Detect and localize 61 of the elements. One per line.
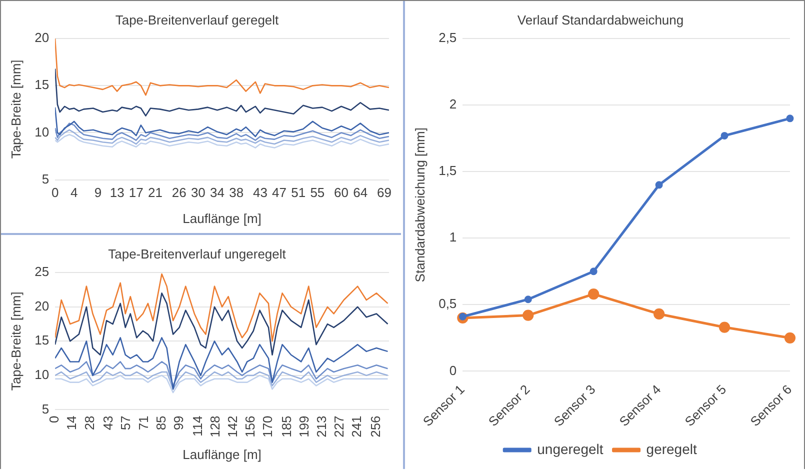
x-tick-label: 14 (64, 416, 80, 430)
y-tick-label: 15 (34, 332, 50, 348)
x-tick-label: 38 (229, 185, 244, 200)
x-tick-label: 17 (128, 185, 144, 200)
x-tick-label: 256 (368, 416, 384, 438)
x-tick-label: 213 (314, 416, 330, 438)
x-tick-label: 64 (353, 185, 368, 200)
x-axis-title: Lauflänge [m] (182, 446, 262, 462)
y-tick-label: 15 (34, 77, 50, 92)
legend-label: geregelt (646, 440, 697, 457)
x-tick-label: 34 (210, 185, 224, 200)
x-tick-label: 0 (46, 416, 62, 423)
chart-title: Tape-Breitenverlauf ungeregelt (108, 246, 286, 262)
x-tick-label: 26 (172, 185, 186, 200)
x-axis-title: Lauflänge [m] (182, 210, 262, 226)
x-tick-label: 21 (148, 185, 162, 200)
x-tick-label: 28 (82, 416, 97, 430)
x-tick-label: 43 (252, 185, 268, 200)
x-tick-label: 170 (260, 416, 276, 438)
y-tick-label: 20 (34, 298, 50, 314)
y-tick-label: 20 (34, 30, 50, 46)
x-tick-label: 69 (376, 185, 392, 200)
x-tick-label: 47 (272, 185, 287, 200)
y-tick-label: 1,5 (438, 163, 457, 178)
y-tick-label: 5 (42, 171, 50, 186)
x-tick-label: 99 (170, 416, 186, 430)
y-tick-label: 0,5 (438, 296, 457, 312)
x-tick-label: 4 (70, 185, 78, 200)
chart-title: Tape-Breitenverlauf geregelt (115, 12, 280, 28)
y-axis-title: Tape-Breite [mm] (8, 60, 24, 159)
y-tick-label: 2 (449, 96, 457, 112)
x-tick-label: 60 (334, 185, 349, 200)
x-tick-label: 30 (190, 185, 206, 200)
y-tick-label: 2,5 (438, 30, 457, 46)
x-tick-label: 185 (278, 416, 294, 438)
x-tick-label: 51 (291, 185, 306, 200)
x-tick-label: 241 (349, 416, 364, 438)
y-tick-label: 5 (42, 401, 50, 416)
y-tick-label: 25 (34, 264, 50, 280)
y-tick-label: 0 (449, 362, 457, 378)
legend-label: ungeregelt (537, 440, 604, 457)
x-tick-label: 9 (94, 185, 102, 200)
x-tick-label: 57 (118, 416, 134, 430)
x-tick-label: 227 (332, 416, 347, 438)
x-tick-label: 156 (242, 416, 258, 438)
y-tick-label: 1 (449, 230, 457, 245)
x-tick-label: 43 (100, 416, 116, 430)
x-tick-label: 114 (190, 416, 205, 436)
chart-title: Verlauf Standardabweichung (517, 12, 684, 28)
y-axis-title: Tape-Breite [mm] (8, 292, 24, 391)
y-tick-label: 10 (34, 124, 50, 140)
x-tick-label: 13 (110, 185, 124, 200)
y-tick-label: 10 (34, 367, 50, 382)
x-tick-label: 85 (153, 416, 168, 430)
x-tick-label: 128 (207, 416, 222, 438)
x-tick-label: 142 (224, 416, 240, 438)
x-tick-label: 199 (296, 416, 312, 438)
x-tick-label: 0 (51, 185, 59, 200)
x-tick-label: 71 (136, 416, 151, 430)
x-tick-label: 55 (310, 185, 325, 200)
y-axis-title: Standardabweichung [mm] (412, 128, 428, 282)
